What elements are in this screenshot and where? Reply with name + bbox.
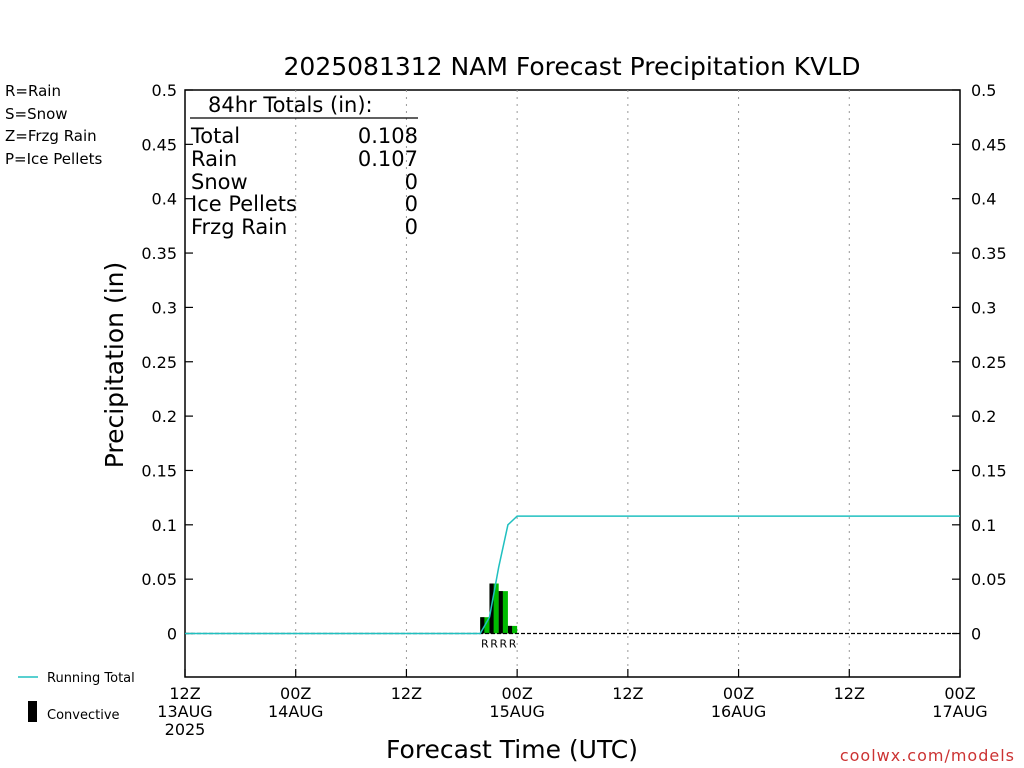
y-tick-label-left: 0.35 [141,244,177,263]
legend-rain: R=Rain [5,82,61,100]
totals-value-rain: 0.107 [358,147,418,171]
y-tick-label-right: 0.05 [971,570,1007,589]
x-tick-label: 12Z [391,684,422,703]
y-tick-label-left: 0.1 [152,516,177,535]
x-tick-label: 12Z [169,684,200,703]
totals-label-rain: Rain [191,147,237,171]
precip-type-label: R [481,638,489,651]
x-tick-label: 17AUG [932,702,987,721]
y-tick-label-right: 0.4 [971,190,996,209]
legend-snow: S=Snow [5,105,68,123]
x-tick-label: 12Z [834,684,865,703]
totals-label-snow: Snow [191,170,248,194]
y-tick-label-right: 0.45 [971,135,1007,154]
y-tick-label-left: 0 [167,625,177,644]
y-tick-label-right: 0.15 [971,461,1007,480]
precip-type-label: R [490,638,498,651]
totals-label-frzg-rain: Frzg Rain [191,215,287,239]
totals-header: 84hr Totals (in): [208,93,373,117]
y-tick-label-left: 0.25 [141,353,177,372]
rain-bar [489,583,499,634]
totals-label-ice-pellets: Ice Pellets [191,192,297,216]
running-total-line [185,515,960,635]
chart-title: 2025081312 NAM Forecast Precipitation KV… [284,52,861,81]
totals-box: 84hr Totals (in): Total 0.108 Rain 0.107… [190,93,418,239]
totals-value-frzg-rain: 0 [405,215,418,239]
x-axis-label: Forecast Time (UTC) [386,735,638,764]
running-total-polyline [185,515,960,635]
footer-credit: coolwx.com/models [840,746,1015,765]
x-tick-label: 15AUG [489,702,544,721]
convective-bar [498,591,503,634]
y-tick-label-left: 0.15 [141,461,177,480]
x-tick-label: 2025 [165,720,206,739]
rain-bar [507,625,518,634]
y-tick-label-left: 0.3 [152,298,177,317]
y-axis-right: 0 0.05 0.1 0.15 0.2 0.25 0.3 0.35 0.4 0.45 0.5 [952,81,1007,644]
convective-bar [480,617,485,634]
convective-legend-swatch [28,701,37,722]
convective-bar [507,625,513,634]
y-tick-label-right: 0.25 [971,353,1007,372]
y-tick-label-left: 0.45 [141,135,177,154]
totals-value-snow: 0 [405,170,418,194]
x-tick-label: 13AUG [157,702,212,721]
y-tick-label-right: 0.3 [971,298,996,317]
running-total-legend-label: Running Total [47,671,135,686]
y-tick-label-right: 0.35 [971,244,1007,263]
totals-value-ice-pellets: 0 [405,192,418,216]
series-legend: Running Total Convective [18,671,135,723]
y-tick-label-left: 0.2 [152,407,177,426]
y-tick-label-right: 0.2 [971,407,996,426]
precip-type-label: R [499,638,507,651]
totals-label-total: Total [190,124,240,148]
x-tick-label: 00Z [944,684,975,703]
y-tick-label-right: 0.1 [971,516,996,535]
precip-type-legend: R=Rain S=Snow Z=Frzg Rain P=Ice Pellets [5,82,102,168]
legend-ice-pellets: P=Ice Pellets [5,150,102,168]
y-tick-label-left: 0.4 [152,190,177,209]
y-axis-left: 0 0.05 0.1 0.15 0.2 0.25 0.3 0.35 0.4 0.45 0.5 [141,81,193,644]
legend-freezing-rain: Z=Frzg Rain [5,127,97,145]
y-tick-label-left: 0.05 [141,570,177,589]
totals-value-total: 0.108 [358,124,418,148]
precip-bars [480,583,518,634]
convective-legend-label: Convective [47,708,120,723]
grid-lines [295,90,850,677]
x-tick-label: 14AUG [268,702,323,721]
plot-frame [184,89,961,678]
x-tick-label: 00Z [280,684,311,703]
y-tick-label-left: 0.5 [152,81,177,100]
rain-bar [498,591,508,634]
x-tick-label: 00Z [501,684,532,703]
x-tick-label: 16AUG [711,702,766,721]
x-tick-label: 12Z [612,684,643,703]
y-tick-label-right: 0 [971,625,981,644]
precip-type-label: R [509,638,517,651]
x-tick-label: 00Z [723,684,754,703]
y-axis-label: Precipitation (in) [100,262,129,469]
y-tick-label-right: 0.5 [971,81,996,100]
